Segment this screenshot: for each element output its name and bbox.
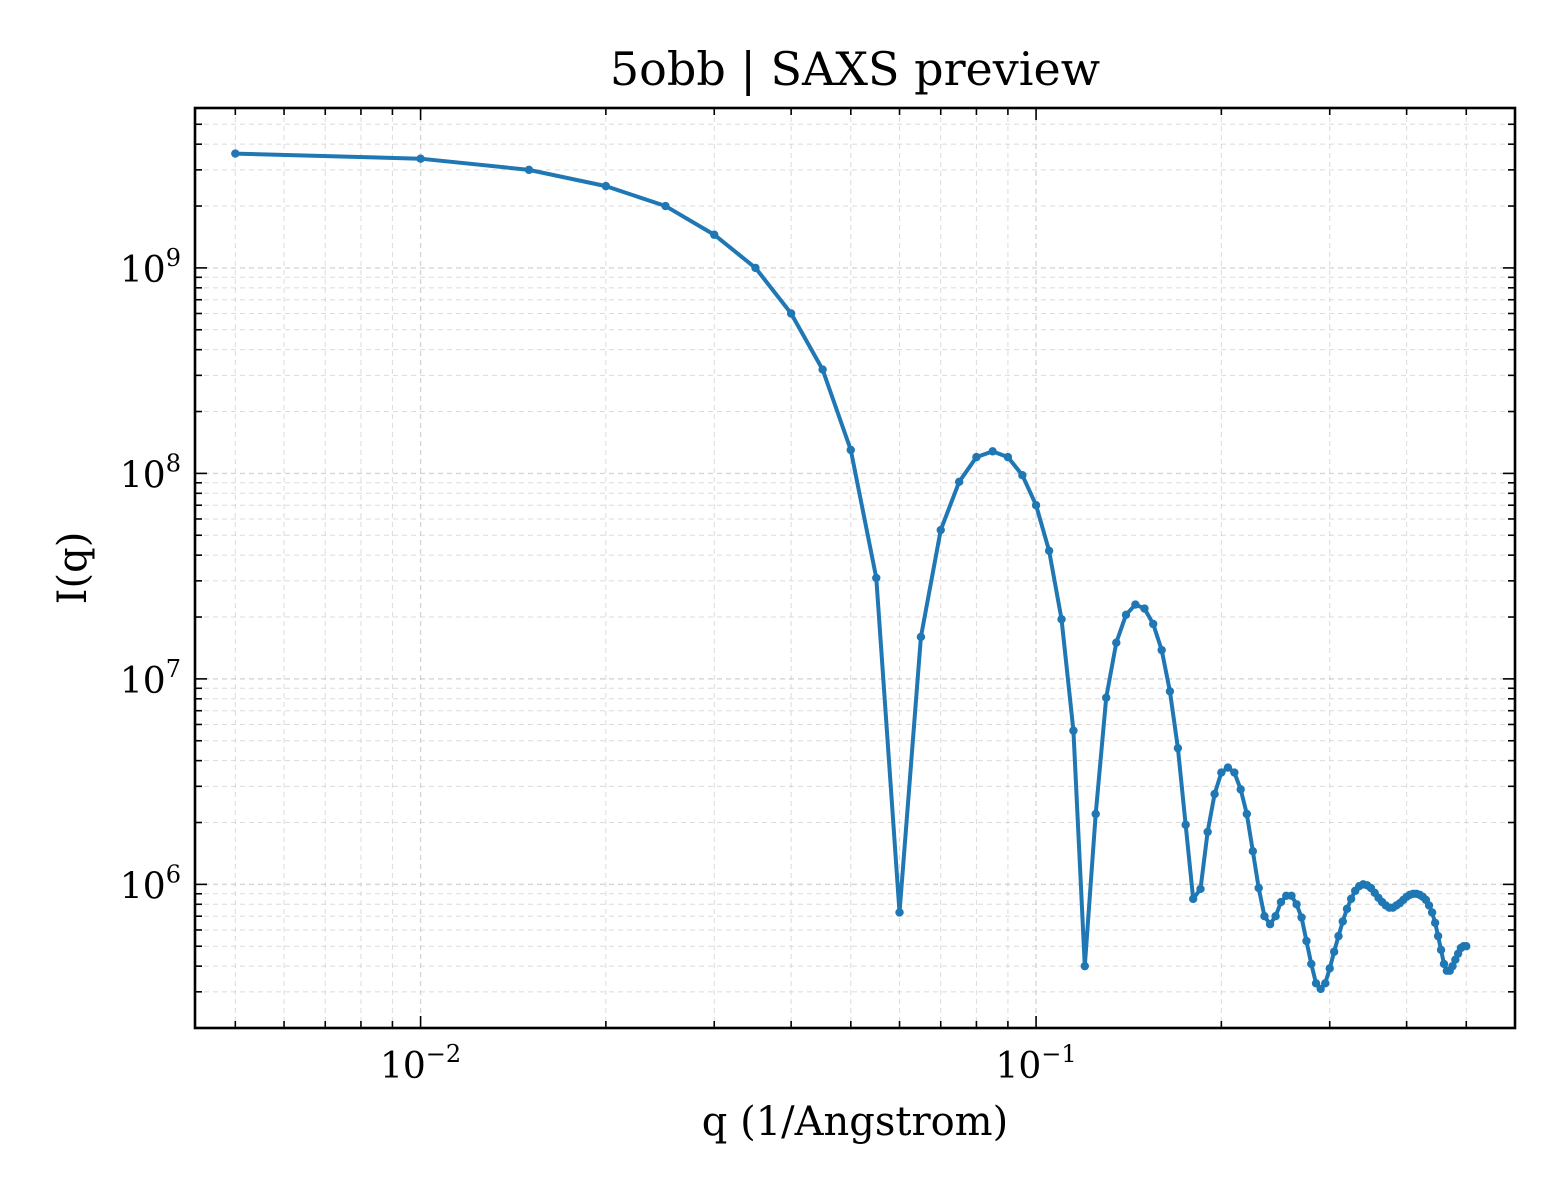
data-point xyxy=(1436,945,1446,955)
data-point xyxy=(1325,964,1334,973)
data-point xyxy=(1292,900,1301,909)
data-point xyxy=(231,149,240,158)
data-point xyxy=(1031,501,1041,510)
y-axis-label: I(q) xyxy=(50,532,96,605)
data-point xyxy=(1424,901,1434,910)
data-point xyxy=(1044,546,1054,556)
data-point xyxy=(1230,768,1239,777)
data-point xyxy=(1057,615,1066,624)
data-point xyxy=(1121,610,1131,620)
data-point xyxy=(524,165,534,175)
x-tick-label: 10−2 xyxy=(380,1040,461,1087)
data-point xyxy=(1140,604,1149,613)
data-point xyxy=(1433,931,1443,941)
data-point xyxy=(1091,809,1100,819)
series-layer xyxy=(231,149,1471,994)
data-point xyxy=(710,230,719,239)
data-point xyxy=(1329,947,1339,956)
data-point xyxy=(1265,920,1275,929)
data-point xyxy=(1302,936,1311,946)
data-point xyxy=(1297,913,1306,922)
data-point xyxy=(1210,789,1219,799)
data-point xyxy=(1346,894,1356,904)
y-tick-label: 109 xyxy=(120,244,181,291)
data-point xyxy=(1260,912,1269,921)
data-point xyxy=(1271,912,1280,921)
data-point xyxy=(786,309,796,318)
chart-title: 5obb | SAXS preview xyxy=(610,42,1100,96)
y-tick-label: 107 xyxy=(120,655,181,702)
data-point xyxy=(1196,884,1205,894)
data-point xyxy=(751,263,760,273)
data-point xyxy=(1112,638,1121,647)
data-point xyxy=(1165,687,1175,696)
data-point xyxy=(1448,961,1457,971)
data-point xyxy=(1080,961,1090,971)
y-tick-label: 106 xyxy=(120,860,181,907)
data-point xyxy=(1223,763,1233,772)
data-point xyxy=(1102,693,1111,702)
data-point xyxy=(1316,984,1325,994)
tick-labels: 10−2 10−1 106 107 108 109 xyxy=(120,244,1077,1087)
data-point xyxy=(1307,959,1316,969)
data-point xyxy=(1236,785,1245,794)
data-point xyxy=(1242,809,1252,819)
data-point xyxy=(1248,847,1258,856)
data-point xyxy=(895,908,904,917)
data-point xyxy=(972,452,981,462)
data-point xyxy=(661,201,670,211)
data-point xyxy=(1287,891,1296,900)
data-point xyxy=(936,525,945,535)
plot-frame xyxy=(193,106,1517,1030)
data-point xyxy=(1069,726,1078,735)
data-point xyxy=(1311,979,1321,988)
data-point xyxy=(1018,470,1027,480)
data-point xyxy=(601,181,611,191)
grid-lines xyxy=(195,107,1515,1029)
data-point xyxy=(954,477,964,487)
data-point xyxy=(1203,827,1212,837)
data-point xyxy=(1462,942,1471,951)
data-point xyxy=(1338,917,1347,926)
data-point xyxy=(1334,931,1343,941)
data-point xyxy=(1149,619,1158,629)
data-point xyxy=(1217,768,1226,777)
data-point xyxy=(872,573,881,583)
data-point xyxy=(1427,908,1437,917)
data-point xyxy=(1439,959,1449,969)
data-point xyxy=(1254,883,1263,893)
x-axis-label: q (1/Angstrom) xyxy=(702,1099,1008,1145)
data-point xyxy=(1131,600,1140,609)
data-point xyxy=(988,447,997,456)
data-point xyxy=(1430,918,1440,928)
data-point xyxy=(1181,820,1190,829)
data-point xyxy=(1342,904,1352,914)
data-point xyxy=(1157,645,1166,655)
data-point xyxy=(818,365,827,374)
data-point xyxy=(1173,743,1183,753)
y-tick-label: 108 xyxy=(120,449,181,496)
data-point xyxy=(1003,452,1013,462)
data-point xyxy=(416,154,425,163)
data-point xyxy=(1276,897,1286,907)
data-point xyxy=(916,632,926,642)
data-point xyxy=(1188,894,1198,904)
data-point xyxy=(846,445,855,455)
data-point xyxy=(1321,979,1330,988)
x-tick-label: 10−1 xyxy=(995,1040,1076,1087)
